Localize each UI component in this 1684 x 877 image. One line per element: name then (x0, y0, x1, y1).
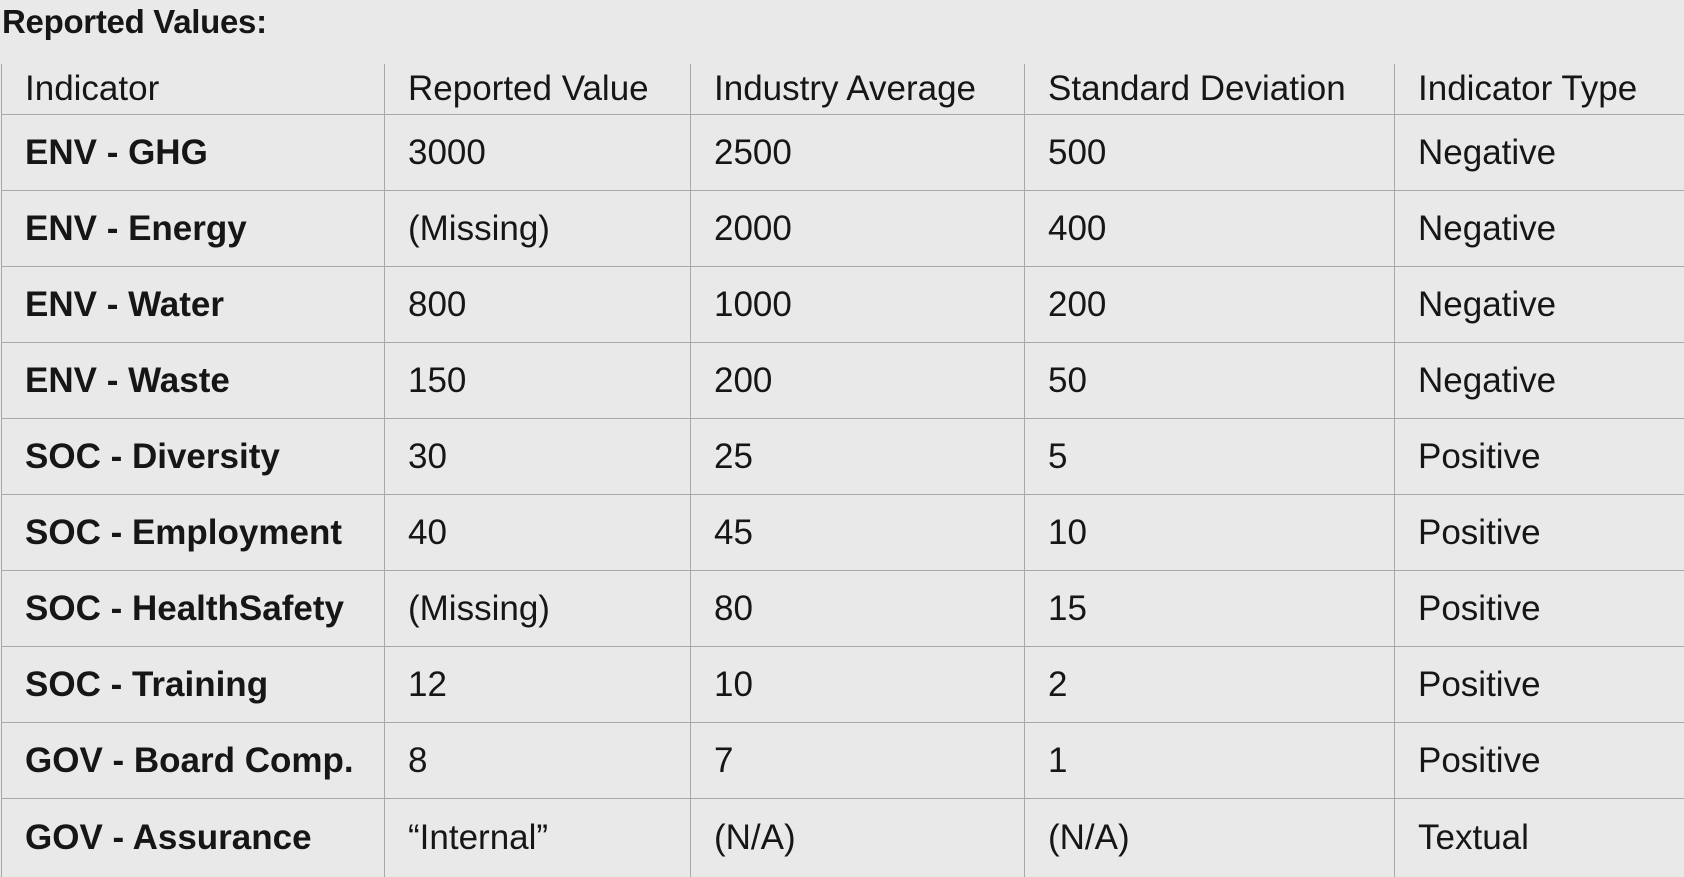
reported-value-cell: 800 (385, 267, 691, 343)
standard-deviation-cell: 50 (1025, 343, 1395, 419)
industry-average-cell: 1000 (691, 267, 1025, 343)
reported-value-cell: “Internal” (385, 799, 691, 877)
indicator-type-cell: Negative (1395, 267, 1684, 343)
indicator-type-cell: Textual (1395, 799, 1684, 877)
indicator-cell: ENV - Water (2, 267, 385, 343)
reported-value-cell: 12 (385, 647, 691, 723)
reported-value-cell: 40 (385, 495, 691, 571)
column-header-reported-value: Reported Value (385, 64, 691, 115)
industry-average-cell: 7 (691, 723, 1025, 799)
indicator-cell: SOC - HealthSafety (2, 571, 385, 647)
standard-deviation-cell: 200 (1025, 267, 1395, 343)
table-header-row: Indicator Reported Value Industry Averag… (2, 64, 1684, 115)
reported-value-cell: (Missing) (385, 571, 691, 647)
table-row: SOC - Diversity 30 25 5 Positive (2, 419, 1684, 495)
industry-average-cell: 2000 (691, 191, 1025, 267)
indicator-cell: SOC - Employment (2, 495, 385, 571)
table-row: SOC - HealthSafety (Missing) 80 15 Posit… (2, 571, 1684, 647)
section-title: Reported Values: (2, 2, 267, 42)
table-row: ENV - GHG 3000 2500 500 Negative (2, 115, 1684, 191)
table-row: ENV - Water 800 1000 200 Negative (2, 267, 1684, 343)
industry-average-cell: 200 (691, 343, 1025, 419)
standard-deviation-cell: 2 (1025, 647, 1395, 723)
indicator-cell: ENV - Energy (2, 191, 385, 267)
table-row: GOV - Board Comp. 8 7 1 Positive (2, 723, 1684, 799)
standard-deviation-cell: 15 (1025, 571, 1395, 647)
reported-value-cell: 30 (385, 419, 691, 495)
indicator-type-cell: Negative (1395, 343, 1684, 419)
table-row: SOC - Employment 40 45 10 Positive (2, 495, 1684, 571)
industry-average-cell: 25 (691, 419, 1025, 495)
standard-deviation-cell: 5 (1025, 419, 1395, 495)
standard-deviation-cell: 10 (1025, 495, 1395, 571)
column-header-industry-average: Industry Average (691, 64, 1025, 115)
table-row: ENV - Energy (Missing) 2000 400 Negative (2, 191, 1684, 267)
column-header-indicator: Indicator (2, 64, 385, 115)
industry-average-cell: 2500 (691, 115, 1025, 191)
indicator-cell: ENV - Waste (2, 343, 385, 419)
reported-value-cell: 8 (385, 723, 691, 799)
reported-value-cell: (Missing) (385, 191, 691, 267)
column-header-standard-deviation: Standard Deviation (1025, 64, 1395, 115)
table-row: ENV - Waste 150 200 50 Negative (2, 343, 1684, 419)
indicator-cell: SOC - Diversity (2, 419, 385, 495)
indicator-type-cell: Positive (1395, 495, 1684, 571)
industry-average-cell: 10 (691, 647, 1025, 723)
standard-deviation-cell: 1 (1025, 723, 1395, 799)
industry-average-cell: 80 (691, 571, 1025, 647)
reported-value-cell: 3000 (385, 115, 691, 191)
indicator-cell: GOV - Assurance (2, 799, 385, 877)
indicator-type-cell: Negative (1395, 115, 1684, 191)
column-header-indicator-type: Indicator Type (1395, 64, 1684, 115)
indicator-cell: ENV - GHG (2, 115, 385, 191)
indicator-type-cell: Positive (1395, 647, 1684, 723)
industry-average-cell: (N/A) (691, 799, 1025, 877)
table-row: GOV - Assurance “Internal” (N/A) (N/A) T… (2, 799, 1684, 877)
indicator-cell: GOV - Board Comp. (2, 723, 385, 799)
indicator-type-cell: Positive (1395, 571, 1684, 647)
table-row: SOC - Training 12 10 2 Positive (2, 647, 1684, 723)
indicator-type-cell: Positive (1395, 723, 1684, 799)
reported-values-table: Indicator Reported Value Industry Averag… (1, 64, 1684, 877)
reported-value-cell: 150 (385, 343, 691, 419)
industry-average-cell: 45 (691, 495, 1025, 571)
standard-deviation-cell: (N/A) (1025, 799, 1395, 877)
indicator-cell: SOC - Training (2, 647, 385, 723)
standard-deviation-cell: 500 (1025, 115, 1395, 191)
standard-deviation-cell: 400 (1025, 191, 1395, 267)
indicator-type-cell: Positive (1395, 419, 1684, 495)
indicator-type-cell: Negative (1395, 191, 1684, 267)
